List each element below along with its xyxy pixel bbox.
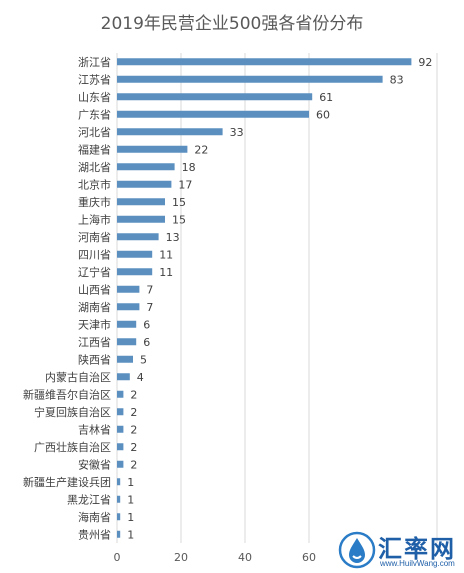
watermark-name: 汇率网 [378, 534, 456, 563]
data-label: 7 [146, 301, 153, 314]
category-label: 陕西省 [78, 352, 111, 366]
data-label: 2 [130, 423, 137, 436]
x-tick-label: 60 [302, 551, 316, 564]
bar [117, 93, 313, 101]
category-label: 新疆生产建设兵团 [23, 475, 111, 489]
bar [117, 303, 140, 311]
data-label: 22 [194, 143, 208, 156]
bar [117, 373, 130, 381]
category-label: 新疆维吾尔自治区 [23, 387, 111, 401]
data-label: 1 [127, 511, 134, 524]
data-label: 11 [159, 266, 173, 279]
data-label: 2 [130, 458, 137, 471]
category-label: 海南省 [78, 510, 111, 524]
category-label: 吉林省 [78, 422, 111, 436]
bar [117, 408, 124, 416]
x-tick-label: 0 [114, 551, 121, 564]
data-label: 92 [418, 56, 432, 69]
category-label: 重庆市 [78, 195, 111, 209]
category-label: 内蒙古自治区 [45, 370, 111, 384]
data-label: 1 [127, 476, 134, 489]
data-label: 11 [159, 248, 173, 261]
bar [117, 58, 412, 66]
bar [117, 425, 124, 433]
bar [117, 460, 124, 468]
bar [117, 128, 223, 136]
chart-title: 2019年民营企业500强各省份分布 [101, 14, 364, 34]
category-label: 湖北省 [78, 161, 111, 174]
bar [117, 320, 137, 328]
category-label: 天津市 [78, 317, 111, 331]
data-label: 5 [140, 353, 147, 366]
category-label: 辽宁省 [78, 265, 111, 279]
data-label: 13 [166, 231, 180, 244]
bar [117, 338, 137, 346]
data-label: 2 [130, 388, 137, 401]
data-label: 18 [182, 161, 196, 174]
bar [117, 145, 188, 153]
data-label: 33 [230, 126, 244, 139]
data-label: 1 [127, 528, 134, 541]
category-label: 广西壮族自治区 [34, 440, 111, 454]
bar [117, 285, 140, 293]
data-label: 7 [146, 283, 153, 296]
data-label: 17 [178, 178, 192, 191]
bar [117, 513, 121, 521]
bar [117, 110, 309, 118]
data-label: 4 [137, 371, 144, 384]
bar [117, 250, 153, 258]
category-label: 湖南省 [78, 301, 111, 314]
data-label: 2 [130, 406, 137, 419]
bar [117, 75, 383, 83]
bar [117, 163, 175, 171]
bar [117, 268, 153, 276]
category-label: 北京市 [78, 177, 111, 191]
data-label: 1 [127, 493, 134, 506]
x-tick-label: 20 [174, 551, 188, 564]
bar [117, 478, 121, 486]
category-label: 江苏省 [78, 73, 111, 86]
category-label: 山西省 [78, 283, 111, 296]
bar [117, 233, 159, 241]
data-label: 15 [172, 213, 186, 226]
category-label: 河南省 [78, 231, 111, 244]
category-label: 宁夏回族自治区 [34, 405, 111, 419]
bar [117, 443, 124, 451]
x-tick-label: 40 [238, 551, 252, 564]
bar [117, 198, 165, 206]
bars [117, 58, 412, 538]
category-label: 福建省 [78, 142, 111, 156]
data-label: 15 [172, 196, 186, 209]
data-label: 2 [130, 441, 137, 454]
grid-lines [116, 53, 438, 543]
category-label: 四川省 [78, 248, 111, 261]
category-label: 上海市 [78, 212, 111, 226]
drop-logo-icon [338, 531, 376, 569]
category-label: 河北省 [78, 126, 111, 139]
category-label: 江西省 [78, 336, 111, 349]
data-label: 6 [143, 318, 150, 331]
bar [117, 180, 172, 188]
category-label: 贵州省 [78, 528, 111, 541]
category-label: 黑龙江省 [67, 493, 111, 506]
category-label: 山东省 [78, 91, 111, 104]
data-label: 60 [316, 108, 330, 121]
data-label: 61 [319, 91, 333, 104]
category-label: 浙江省 [78, 56, 111, 69]
bar [117, 355, 133, 363]
bar [117, 495, 121, 503]
watermark-url: www.HuilvWang.com [380, 559, 455, 568]
category-label: 安徽省 [78, 457, 111, 471]
bar [117, 215, 165, 223]
data-label: 6 [143, 336, 150, 349]
data-label: 83 [390, 73, 404, 86]
bar [117, 390, 124, 398]
category-label: 广东省 [78, 108, 111, 121]
bar [117, 530, 121, 538]
watermark-logo: 汇率网 www.HuilvWang.com [336, 527, 460, 571]
